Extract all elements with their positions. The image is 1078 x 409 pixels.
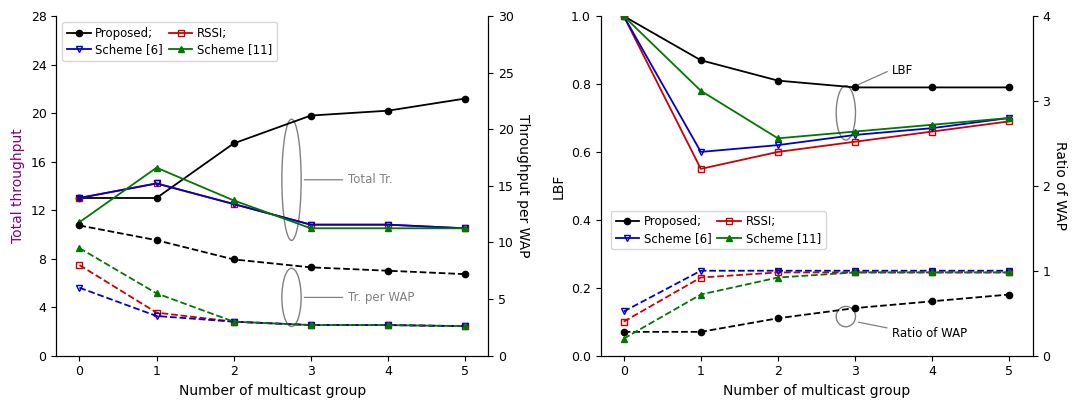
Text: Ratio of WAP: Ratio of WAP bbox=[893, 327, 967, 340]
Text: LBF: LBF bbox=[893, 64, 913, 77]
Text: Total Tr.: Total Tr. bbox=[348, 173, 392, 186]
X-axis label: Number of multicast group: Number of multicast group bbox=[179, 384, 365, 398]
Legend: Proposed;, Scheme [6], RSSI;, Scheme [11]: Proposed;, Scheme [6], RSSI;, Scheme [11… bbox=[611, 211, 826, 249]
Text: Tr. per WAP: Tr. per WAP bbox=[348, 291, 414, 304]
Y-axis label: LBF: LBF bbox=[551, 173, 565, 198]
Legend: Proposed;, Scheme [6], RSSI;, Scheme [11]: Proposed;, Scheme [6], RSSI;, Scheme [11… bbox=[63, 22, 277, 61]
Y-axis label: Throughput per WAP: Throughput per WAP bbox=[516, 114, 530, 258]
Y-axis label: Total throughput: Total throughput bbox=[11, 128, 25, 243]
X-axis label: Number of multicast group: Number of multicast group bbox=[723, 384, 910, 398]
Y-axis label: Ratio of WAP: Ratio of WAP bbox=[1053, 142, 1067, 230]
